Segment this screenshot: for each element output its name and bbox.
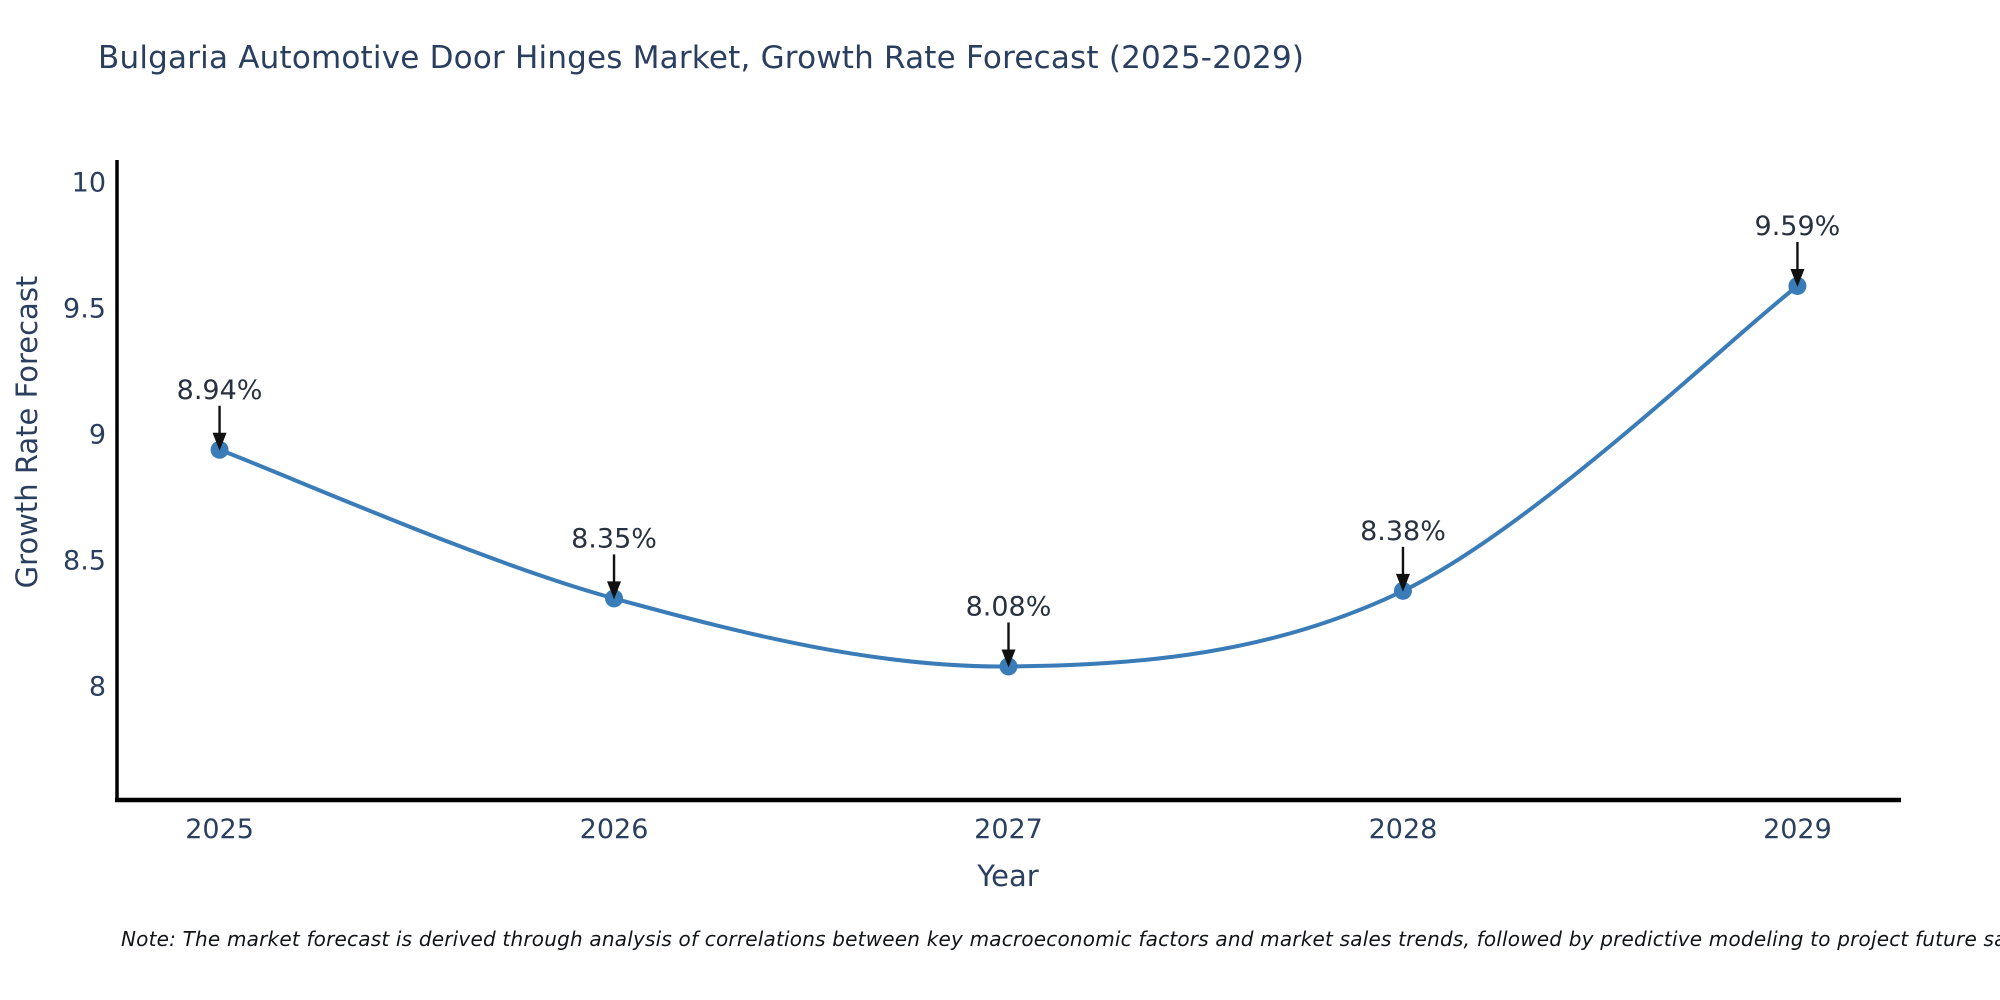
x-tick-label: 2029 [1763, 814, 1832, 845]
data-point-label: 8.94% [177, 375, 263, 406]
data-point-label: 8.35% [571, 523, 657, 554]
annotation-arrowhead-icon [607, 581, 622, 600]
y-tick-label: 9.5 [63, 294, 106, 325]
x-tick-label: 2025 [185, 814, 254, 845]
data-point-label: 8.08% [966, 591, 1052, 622]
x-tick-label: 2026 [580, 814, 649, 845]
y-tick-label: 8 [89, 672, 106, 703]
data-point-label: 8.38% [1360, 516, 1446, 547]
annotation-arrowhead-icon [1001, 649, 1016, 668]
y-tick-label: 8.5 [63, 546, 106, 577]
data-point-label: 9.59% [1755, 211, 1841, 242]
annotation-arrowhead-icon [1790, 268, 1805, 287]
annotation-arrowhead-icon [212, 432, 227, 451]
y-tick-label: 9 [89, 420, 106, 451]
x-tick-label: 2027 [974, 814, 1043, 845]
x-axis-title: Year [977, 859, 1039, 893]
annotation-arrowhead-icon [1395, 573, 1410, 592]
footnote: Note: The market forecast is derived thr… [121, 927, 2000, 951]
chart-title: Bulgaria Automotive Door Hinges Market, … [98, 40, 1305, 76]
y-tick-label: 10 [72, 168, 106, 199]
x-tick-label: 2028 [1369, 814, 1438, 845]
